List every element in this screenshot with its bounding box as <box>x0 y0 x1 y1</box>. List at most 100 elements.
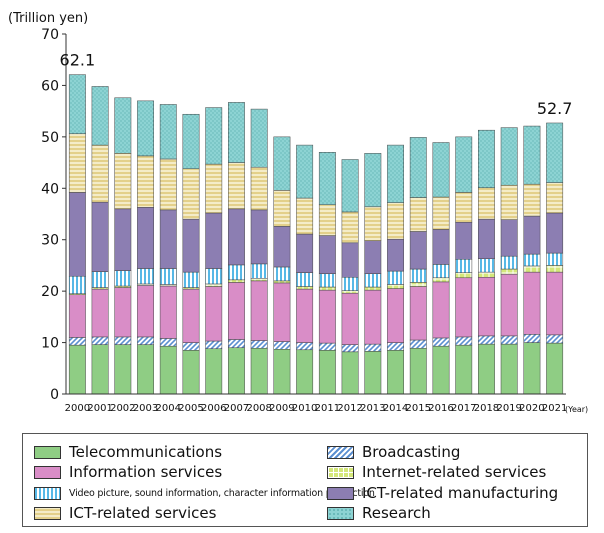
bar-segment-broadcasting-2015 <box>409 339 427 349</box>
bar-segment-information-services-2002 <box>114 287 132 338</box>
x-tick-label: 2001 <box>87 403 112 414</box>
bar-segment-ict-related-manufacturing-2013 <box>364 240 382 274</box>
x-tick-label: 2014 <box>383 403 408 414</box>
bars <box>68 74 564 395</box>
bar-segment-research-2003 <box>137 100 154 157</box>
bar-segment-research-2009 <box>273 136 291 191</box>
bar-segment-internet-related-services-2013 <box>364 286 382 291</box>
bar-segment-internet-related-services-2010 <box>296 286 314 290</box>
y-tick-label: 40 <box>41 181 59 197</box>
bar-segment-video-picture-sound-information-character-information-production-2015 <box>409 268 427 283</box>
x-tick-label: 2003 <box>133 403 158 414</box>
bar-segment-information-services-2001 <box>91 288 109 338</box>
bar-segment-ict-related-services-2016 <box>432 196 450 230</box>
bar-segment-information-services-2003 <box>137 285 154 338</box>
bar-segment-information-services-2015 <box>409 286 427 341</box>
bar-segment-telecommunications-2006 <box>205 348 223 395</box>
bar-segment-information-services-2014 <box>387 288 404 343</box>
bar-segment-information-services-2010 <box>296 288 314 343</box>
legend-label-information-services: Information services <box>69 463 223 481</box>
bar-segment-ict-related-manufacturing-2010 <box>296 233 314 273</box>
legend-swatch-research <box>327 506 354 520</box>
bar-segment-telecommunications-2008 <box>250 347 268 395</box>
bar-segment-ict-related-manufacturing-2001 <box>91 201 109 272</box>
x-tick-label: 2017 <box>451 403 476 414</box>
bar-segment-video-picture-sound-information-character-information-production-2009 <box>273 266 291 282</box>
y-axis-unit-label: (Trillion yen) <box>8 11 88 26</box>
bar-segment-ict-related-manufacturing-2006 <box>205 212 223 269</box>
bar-segment-internet-related-services-2015 <box>409 282 427 287</box>
bar-segment-telecommunications-2003 <box>137 344 154 395</box>
bar-segment-video-picture-sound-information-character-information-production-2002 <box>114 270 132 287</box>
y-tick-label: 10 <box>41 336 59 352</box>
bar-segment-ict-related-manufacturing-2014 <box>387 238 404 272</box>
bar-segment-video-picture-sound-information-character-information-production-2003 <box>137 268 154 285</box>
bar-segment-telecommunications-2015 <box>409 347 427 395</box>
legend-label-internet-related-services: Internet-related services <box>362 463 547 481</box>
x-tick-label: 2000 <box>65 403 90 414</box>
bar-segment-video-picture-sound-information-character-information-production-2013 <box>364 273 382 288</box>
bar-segment-broadcasting-2013 <box>364 343 382 352</box>
bar-segment-broadcasting-2005 <box>182 342 200 351</box>
bar-segment-telecommunications-2021 <box>546 342 564 395</box>
bar-segment-telecommunications-2005 <box>182 350 200 395</box>
bar-segment-ict-related-services-2000 <box>68 133 86 193</box>
bar-segment-information-services-2007 <box>228 282 245 340</box>
y-tick-label: 30 <box>41 233 59 249</box>
bar-segment-telecommunications-2002 <box>114 344 132 395</box>
bar-segment-ict-related-manufacturing-2018 <box>478 218 495 259</box>
bar-segment-information-services-2012 <box>341 292 359 345</box>
bar-segment-ict-related-services-2006 <box>205 163 223 214</box>
x-tick-label: 2016 <box>428 403 453 414</box>
bar-segment-ict-related-services-2001 <box>91 144 109 203</box>
x-tick-label: 2015 <box>406 403 431 414</box>
y-tick-label: 50 <box>41 130 59 146</box>
bar-segment-ict-related-manufacturing-2019 <box>500 219 518 257</box>
legend-swatch-broadcasting <box>327 445 354 459</box>
total-annotation-2000: 62.1 <box>60 51 96 70</box>
bar-segment-telecommunications-2019 <box>500 343 518 395</box>
bar-segment-internet-related-services-2007 <box>228 279 245 283</box>
bar-segment-research-2014 <box>387 144 404 203</box>
legend-item-ict-related-manufacturing: ICT-related manufacturing <box>327 483 558 503</box>
x-axis-unit-label: (Year) <box>565 405 588 414</box>
bar-segment-research-2005 <box>182 113 200 169</box>
bar-segment-video-picture-sound-information-character-information-production-2004 <box>159 268 177 285</box>
bar-segment-research-2006 <box>205 107 223 165</box>
bar-segment-broadcasting-2020 <box>523 334 541 343</box>
bar-segment-information-services-2006 <box>205 286 223 342</box>
legend-item-internet-related-services: Internet-related services <box>327 462 546 482</box>
bar-segment-ict-related-services-2020 <box>523 183 541 217</box>
x-tick-label: 2013 <box>360 403 385 414</box>
bar-segment-internet-related-services-2009 <box>273 280 291 284</box>
bar-segment-ict-related-manufacturing-2003 <box>137 207 154 269</box>
bar-segment-telecommunications-2013 <box>364 351 382 395</box>
bar-segment-information-services-2019 <box>500 273 518 337</box>
bar-segment-information-services-2017 <box>455 277 473 338</box>
legend-label-ict-related-manufacturing: ICT-related manufacturing <box>362 484 559 502</box>
bar-segment-telecommunications-2007 <box>228 347 245 395</box>
bar-segment-broadcasting-2006 <box>205 340 223 349</box>
bar-segment-broadcasting-2011 <box>318 342 336 351</box>
bar-segment-broadcasting-2001 <box>91 336 109 345</box>
bar-segment-research-2000 <box>68 74 86 135</box>
y-axis: 0 10 20 30 40 50 60 70 <box>41 27 67 403</box>
bar-segment-ict-related-services-2002 <box>114 153 132 210</box>
bar-segment-internet-related-services-2014 <box>387 284 404 289</box>
bar-segment-broadcasting-2016 <box>432 337 450 347</box>
bar-segment-internet-related-services-2011 <box>318 286 336 291</box>
bar-segment-broadcasting-2000 <box>68 337 86 346</box>
bar-segment-video-picture-sound-information-character-information-production-2007 <box>228 264 245 281</box>
bar-segment-ict-related-services-2013 <box>364 206 382 241</box>
bar-segment-broadcasting-2019 <box>500 335 518 345</box>
bar-segment-research-2007 <box>228 102 245 163</box>
bar-segment-ict-related-services-2009 <box>273 190 291 227</box>
bar-segment-research-2017 <box>455 136 473 193</box>
bar-segment-internet-related-services-2008 <box>250 278 268 282</box>
y-tick-label: 70 <box>41 27 59 43</box>
bar-segment-research-2020 <box>523 125 541 185</box>
annotations: 62.1 52.7 <box>60 51 573 118</box>
x-tick-label: 2011 <box>315 403 340 414</box>
bar-segment-internet-related-services-2020 <box>523 265 541 273</box>
bar-segment-research-2015 <box>409 137 427 198</box>
